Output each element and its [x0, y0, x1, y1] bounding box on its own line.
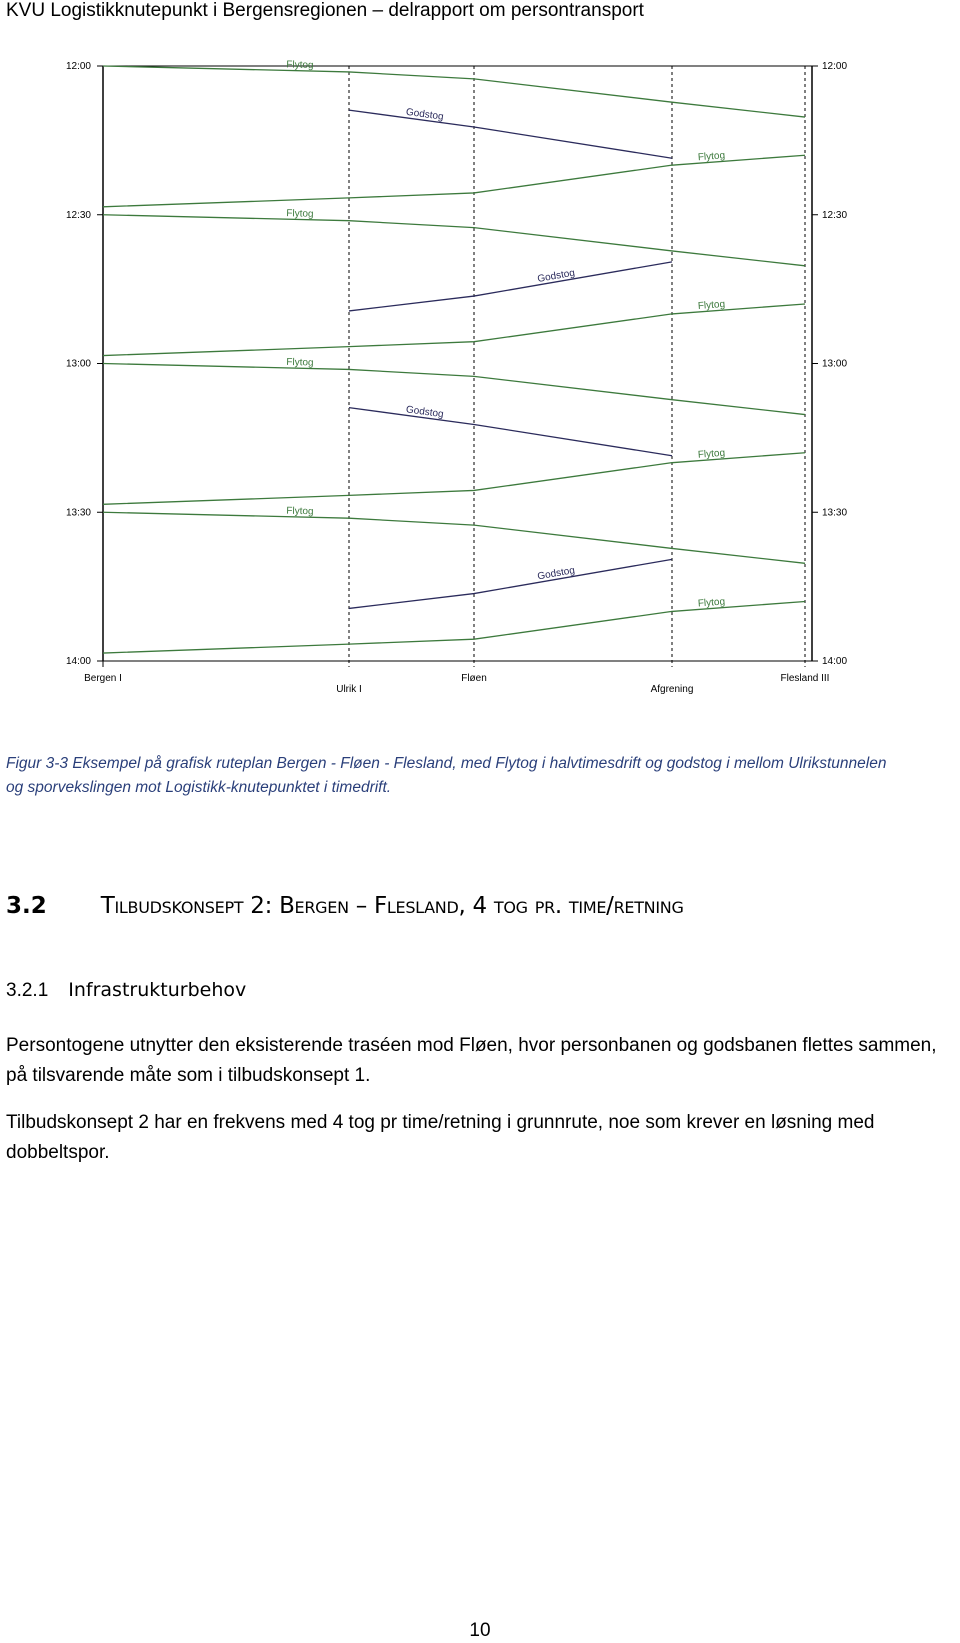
train-label: Flytog	[286, 506, 313, 518]
train-label: Flytog	[286, 208, 313, 220]
y-tick-label: 12:30	[66, 210, 91, 221]
section-number: 3.2	[6, 893, 47, 919]
y-tick-label: 13:00	[822, 359, 847, 370]
y-tick-label: 12:30	[822, 210, 847, 221]
train-path	[102, 511, 806, 564]
paragraph: Persontogene utnytter den eksisterende t…	[6, 1035, 937, 1086]
station-label: Bergen I	[84, 673, 122, 684]
train-label: Flytog	[698, 448, 726, 461]
y-tick-label: 13:00	[66, 359, 91, 370]
section-heading: 3.2 Tilbudskonsept 2: Bergen – Flesland, …	[6, 893, 684, 919]
train-path	[348, 406, 673, 457]
station-label: Ulrik I	[336, 684, 362, 695]
train-path	[102, 303, 806, 357]
y-tick-label: 14:00	[66, 656, 91, 667]
train-path	[102, 600, 806, 654]
station-label: Afgrening	[651, 684, 694, 695]
station-label: Fløen	[461, 673, 487, 684]
train-label: Godstog	[405, 404, 444, 420]
timetable-chart: 12:00 12:00 12:30 12:30 13:00 13:00 13:30 13:30…	[66, 59, 847, 695]
y-tick-label: 12:00	[822, 61, 847, 72]
train-path	[102, 154, 806, 208]
train-path	[102, 362, 806, 416]
y-tick-label: 13:30	[822, 507, 847, 518]
train-label: Godstog	[405, 107, 444, 123]
train-path	[348, 261, 673, 312]
paragraph: Tilbudskonsept 2 har en frekvens med 4 t…	[6, 1112, 875, 1163]
train-label: Flytog	[698, 596, 726, 609]
train-path	[102, 65, 806, 118]
y-tick-label: 14:00	[822, 656, 847, 667]
y-tick-label: 13:30	[66, 507, 91, 518]
section-title: Tilbudskonsept 2: Bergen – Flesland, 4 t…	[100, 893, 684, 919]
train-path	[348, 558, 673, 610]
train-path	[102, 214, 806, 267]
train-label: Flytog	[286, 59, 313, 71]
station-label: Flesland III	[781, 673, 830, 684]
subsection-heading: 3.2.1 Infrastrukturbehov	[6, 979, 246, 1002]
train-path	[348, 109, 673, 159]
figure-caption: Figur 3-3 Eksempel på grafisk ruteplan B…	[6, 755, 887, 796]
train-label: Flytog	[698, 150, 726, 163]
train-path	[102, 452, 806, 505]
y-tick-label: 12:00	[66, 61, 91, 72]
subsection-number: 3.2.1	[6, 980, 49, 1001]
subsection-title: Infrastrukturbehov	[68, 979, 247, 1001]
train-label: Flytog	[286, 357, 313, 369]
page-number: 10	[469, 1620, 491, 1641]
train-label: Flytog	[698, 299, 726, 312]
page-header: KVU Logistikknutepunkt i Bergensregionen…	[6, 0, 644, 21]
